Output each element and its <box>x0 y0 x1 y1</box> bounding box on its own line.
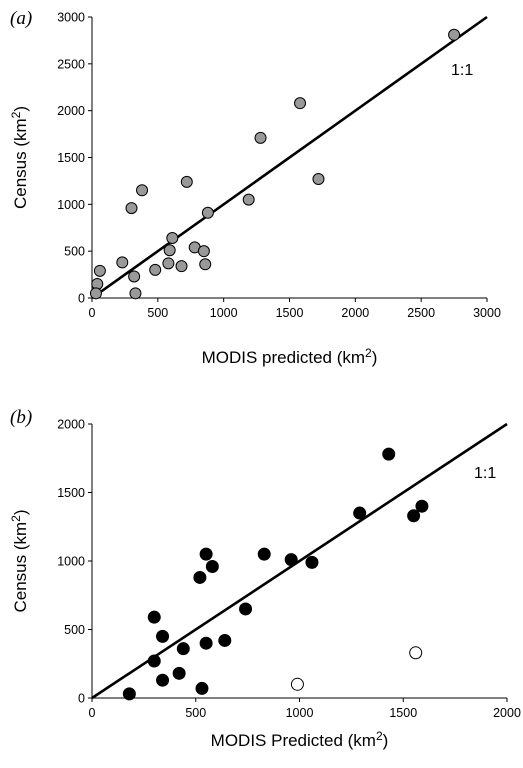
data-point-filled-circle <box>156 629 170 643</box>
y-tick-label: 1000 <box>57 555 85 569</box>
data-point-grey-circle <box>116 256 129 269</box>
data-point-grey-circle <box>175 260 188 273</box>
data-point-grey-circle <box>128 270 141 283</box>
data-point-grey-circle <box>163 244 176 257</box>
data-point-grey-circle <box>136 184 149 197</box>
data-point-filled-circle <box>305 555 319 569</box>
panel-label: (a) <box>10 8 32 29</box>
data-point-grey-circle <box>199 258 212 271</box>
y-tick-label: 0 <box>78 292 85 306</box>
y-tick-label: 2000 <box>57 418 85 432</box>
y-axis-title-superscript: 2 <box>9 111 23 118</box>
data-point-filled-circle <box>199 636 213 650</box>
data-point-grey-circle <box>162 257 175 270</box>
data-point-filled-circle <box>415 499 429 513</box>
y-axis-title-superscript: 2 <box>9 515 23 522</box>
data-point-filled-circle <box>284 553 298 567</box>
x-tick-label: 2000 <box>493 706 521 720</box>
data-point-filled-circle <box>218 633 232 647</box>
x-tick-label: 0 <box>89 306 96 320</box>
panel-b: 0 500 1000 1500 2000 0 500 1000 1500 2000 1:1 (b) MO… <box>9 407 521 750</box>
data-point-grey-circle <box>201 206 214 219</box>
data-point-filled-circle <box>205 559 219 573</box>
data-point-grey-circle <box>254 131 267 144</box>
data-point-grey-circle <box>180 175 193 188</box>
y-axis-title: Census (km2) <box>9 106 30 209</box>
x-axis-title-superscript: 2 <box>376 729 383 743</box>
x-axis-title-main: MODIS predicted (km <box>202 348 365 367</box>
data-point-grey-circle <box>448 28 461 41</box>
panel-label: (b) <box>10 407 32 428</box>
data-point-grey-circle <box>166 232 179 245</box>
x-axis-title-end: ) <box>383 731 389 750</box>
data-point-grey-circle <box>93 264 106 277</box>
data-point-filled-circle <box>239 602 253 616</box>
x-axis-title: MODIS Predicted (km2) <box>211 729 389 750</box>
data-point-filled-circle <box>147 610 161 624</box>
x-tick-label: 3000 <box>473 306 501 320</box>
data-point-filled-circle <box>257 547 271 561</box>
data-point-grey-circle <box>129 287 142 300</box>
data-point-filled-circle <box>382 447 396 461</box>
x-axis-title-superscript: 2 <box>365 346 372 360</box>
data-point-grey-circle <box>294 97 307 110</box>
y-axis-title-end: ) <box>11 106 30 112</box>
y-tick-label: 500 <box>64 623 85 637</box>
y-tick-label: 1000 <box>57 198 85 212</box>
data-point-filled-circle <box>195 681 209 695</box>
y-tick-label: 1500 <box>57 486 85 500</box>
data-point-filled-circle <box>147 654 161 668</box>
y-axis-title-main: Census (km <box>11 522 30 613</box>
reference-line-label: 1:1 <box>451 62 473 79</box>
y-axis-title-main: Census (km <box>11 118 30 209</box>
reference-line-label: 1:1 <box>474 465 496 482</box>
data-point-filled-circle <box>193 570 207 584</box>
y-tick-label: 2000 <box>57 104 85 118</box>
data-point-grey-circle <box>312 173 325 186</box>
x-tick-label: 1000 <box>210 306 238 320</box>
x-tick-label: 0 <box>89 706 96 720</box>
data-point-grey-circle <box>242 193 255 206</box>
data-point-grey-circle <box>89 287 102 300</box>
x-tick-label: 1500 <box>389 706 417 720</box>
x-axis-title-end: ) <box>372 348 378 367</box>
y-tick-label: 1500 <box>57 151 85 165</box>
panel-a: 0 500 1000 1500 2000 2500 3000 0 500 1000 1500 2000… <box>9 8 501 367</box>
data-point-grey-circle <box>149 263 162 276</box>
reference-line-1-to-1 <box>91 15 488 300</box>
y-tick-label: 0 <box>78 692 85 706</box>
x-axis-title-main: MODIS Predicted (km <box>211 731 376 750</box>
data-point-filled-circle <box>407 509 421 523</box>
data-point-grey-circle <box>125 202 138 215</box>
x-tick-label: 2000 <box>341 306 369 320</box>
data-point-filled-circle <box>172 666 186 680</box>
x-tick-label: 1500 <box>276 306 304 320</box>
x-tick-label: 1000 <box>286 706 314 720</box>
y-tick-label: 500 <box>64 245 85 259</box>
data-point-open-circle <box>290 677 304 691</box>
data-point-filled-circle <box>353 506 367 520</box>
data-point-open-circle <box>409 646 423 660</box>
x-tick-label: 500 <box>147 306 168 320</box>
y-tick-label: 3000 <box>57 11 85 25</box>
data-point-filled-circle <box>199 547 213 561</box>
y-axis-title-end: ) <box>11 509 30 515</box>
x-axis-title: MODIS predicted (km2) <box>202 346 378 367</box>
y-axis-title: Census (km2) <box>9 509 30 612</box>
y-tick-label: 2500 <box>57 57 85 71</box>
data-point-filled-circle <box>176 642 190 656</box>
data-point-filled-circle <box>122 687 136 701</box>
x-tick-label: 2500 <box>407 306 435 320</box>
reference-line-1-to-1 <box>91 422 508 700</box>
data-point-grey-circle <box>197 245 210 258</box>
data-point-filled-circle <box>156 673 170 687</box>
x-tick-label: 500 <box>185 706 206 720</box>
